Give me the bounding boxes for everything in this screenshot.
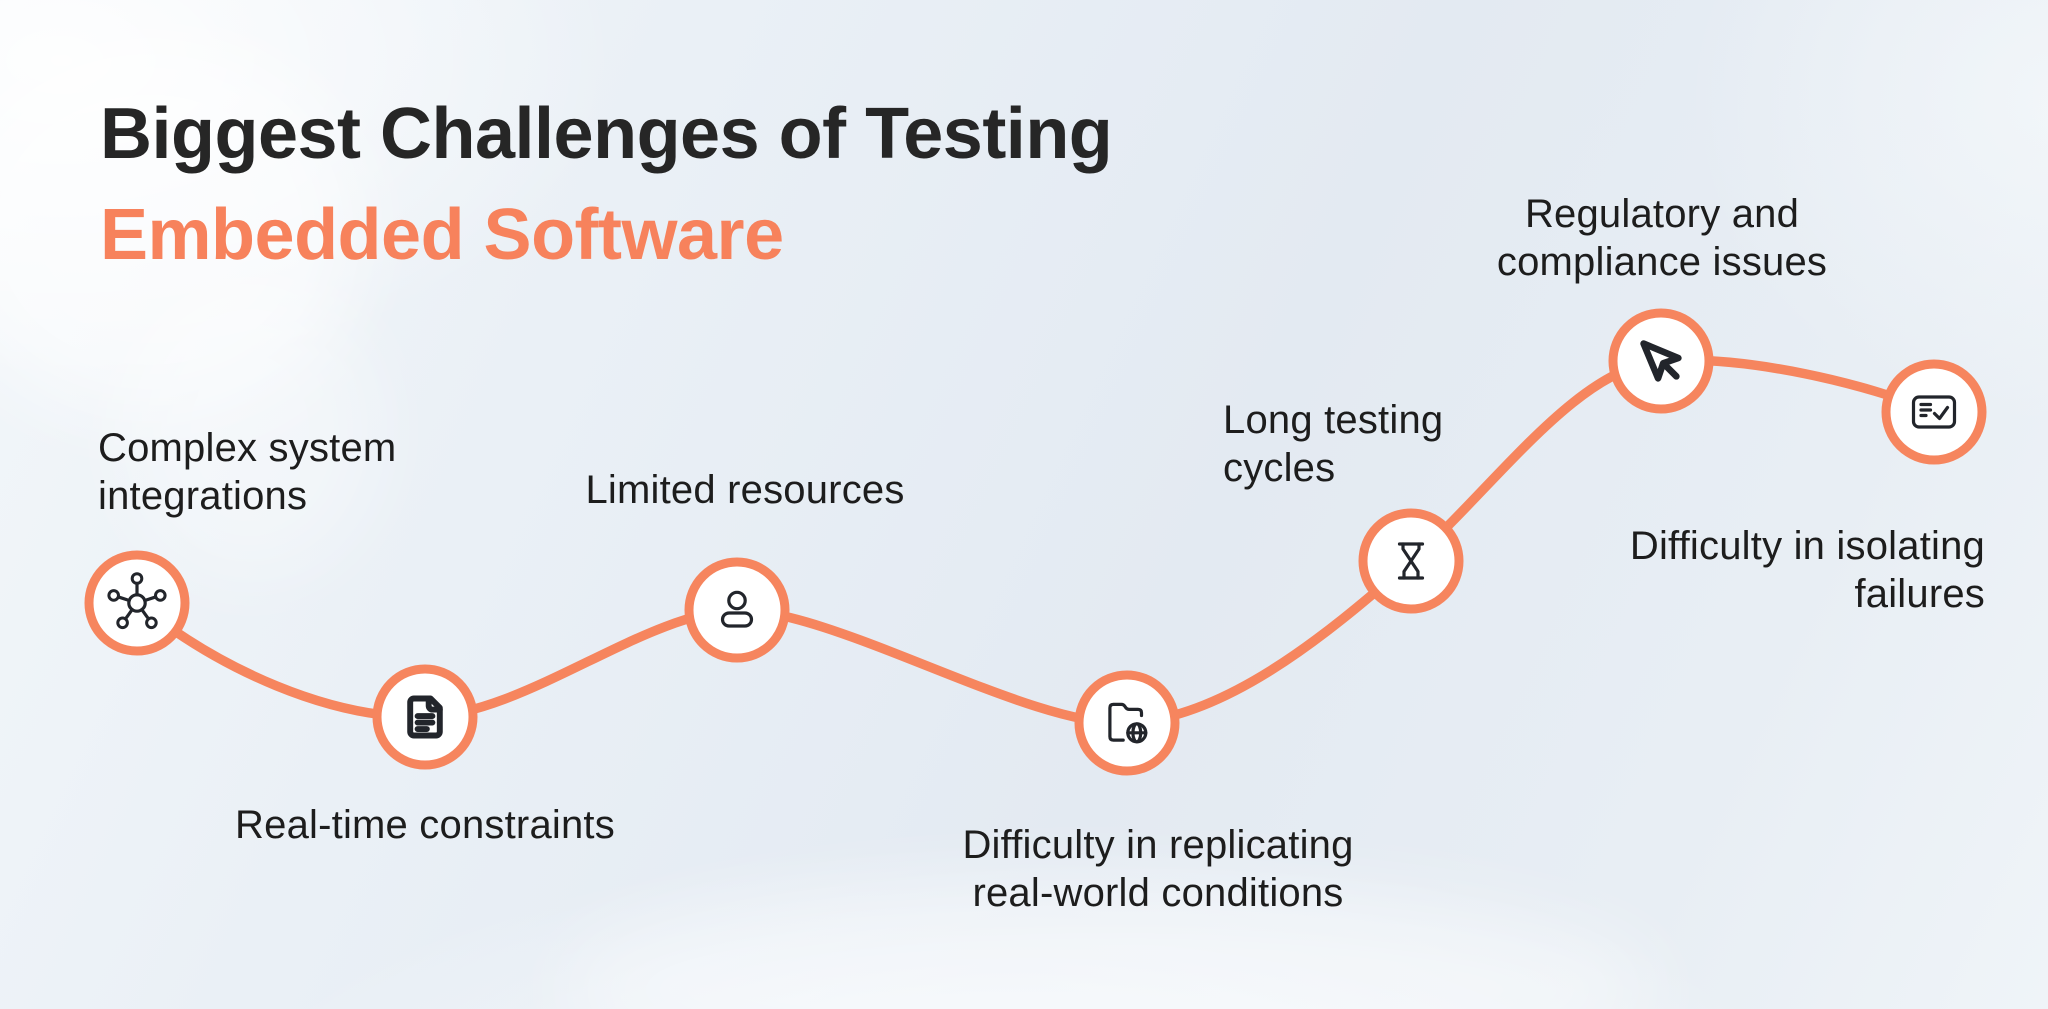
checklist-icon bbox=[1911, 395, 1957, 429]
page-title: Biggest Challenges of Testing Embedded S… bbox=[100, 84, 1113, 286]
node-complex-system-integrations bbox=[84, 550, 190, 656]
node-isolating-failures bbox=[1881, 359, 1987, 465]
user-icon bbox=[720, 590, 754, 628]
cursor-icon bbox=[1640, 340, 1682, 382]
folder-globe-icon bbox=[1108, 702, 1148, 744]
node-label-regulatory-compliance: Regulatory and compliance issues bbox=[1496, 192, 1828, 284]
node-limited-resources bbox=[684, 557, 790, 663]
node-label-isolating-failures: Difficulty in isolating failures bbox=[1629, 524, 1985, 616]
node-regulatory-compliance bbox=[1608, 308, 1714, 414]
node-label-limited-resources: Limited resources bbox=[585, 468, 905, 512]
background-glow bbox=[0, 40, 360, 420]
node-label-replicating-conditions: Difficulty in replicating real-world con… bbox=[962, 823, 1354, 915]
node-real-time-constraints bbox=[372, 664, 478, 770]
background-glow bbox=[120, 280, 380, 580]
node-label-long-testing-cycles: Long testing cycles bbox=[1223, 398, 1444, 490]
hourglass-icon bbox=[1397, 542, 1425, 580]
node-circle bbox=[84, 550, 190, 656]
node-replicating-conditions bbox=[1074, 670, 1180, 776]
title-line-1: Biggest Challenges of Testing bbox=[100, 94, 1113, 174]
document-icon bbox=[407, 695, 443, 739]
node-label-complex-system-integrations: Complex system integrations bbox=[98, 426, 397, 518]
node-long-testing-cycles bbox=[1358, 508, 1464, 614]
node-label-real-time-constraints: Real-time constraints bbox=[235, 803, 615, 847]
network-hub-icon bbox=[107, 572, 167, 630]
node-circle bbox=[1074, 670, 1180, 776]
title-line-2: Embedded Software bbox=[100, 195, 784, 275]
